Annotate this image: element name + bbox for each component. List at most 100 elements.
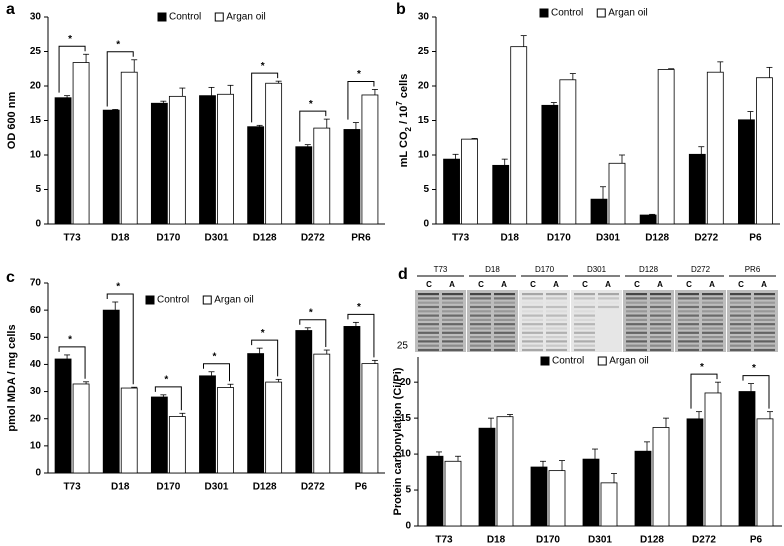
blot-band: [470, 348, 491, 352]
bar: [559, 79, 577, 225]
significance-bracket: [299, 319, 327, 348]
blot-band: [546, 348, 567, 352]
significance-star: *: [261, 328, 265, 339]
blot-band: [470, 327, 491, 330]
significance-bracket: [690, 373, 718, 409]
bar: [706, 71, 724, 225]
significance-bracket: [203, 363, 230, 382]
legend-swatch: [214, 12, 224, 22]
significance-bracket: [106, 51, 134, 107]
blot-band: [678, 310, 699, 313]
blot-band: [650, 318, 671, 321]
blot-band: [574, 293, 595, 296]
bar: [54, 97, 72, 225]
blot-band: [442, 314, 463, 317]
blot-lane-label: D170: [535, 265, 555, 274]
panel-label: c: [6, 269, 15, 286]
blot-band: [730, 314, 751, 317]
blot-band: [626, 340, 647, 343]
blot-lane-letter: A: [449, 280, 455, 289]
bar: [150, 102, 168, 225]
blot-band: [494, 305, 515, 309]
y-axis-title: Protein carbonylation (Ci/Pi): [392, 367, 404, 515]
blot-band: [418, 314, 439, 317]
blot-band: [678, 293, 699, 296]
blot-band: [650, 293, 671, 296]
bar: [102, 309, 120, 474]
blot-band: [650, 327, 671, 330]
y-axis-title-part: mL CO: [398, 131, 410, 167]
bar: [313, 127, 331, 225]
significance-star: *: [116, 39, 120, 50]
bar: [461, 138, 478, 225]
blot-band: [730, 344, 751, 347]
blot-lane-letter: A: [709, 280, 715, 289]
blot-band: [546, 331, 567, 334]
blot-band: [730, 331, 751, 334]
bar: [756, 418, 774, 527]
blot-band: [702, 327, 723, 330]
blot-band: [418, 293, 439, 296]
blot-band: [730, 310, 751, 313]
blot-band: [494, 336, 515, 339]
blot-band: [678, 323, 699, 326]
blot-band: [494, 331, 515, 334]
y-tick-label: 5: [35, 184, 41, 195]
blot-band: [442, 336, 463, 339]
bar: [496, 416, 514, 527]
blot-band: [546, 344, 567, 347]
y-axis-title-part: 2: [404, 126, 413, 131]
x-tick-label: P6: [355, 482, 368, 493]
bar: [548, 470, 566, 527]
bar: [600, 482, 618, 527]
legend-label: Argan oil: [226, 12, 265, 23]
blot-band: [754, 340, 775, 343]
bar: [343, 326, 361, 474]
blot-band: [418, 305, 439, 309]
blot-band: [418, 310, 439, 313]
bar: [510, 46, 528, 225]
blot-band: [702, 305, 723, 309]
bar: [639, 214, 657, 225]
legend-swatch: [157, 12, 167, 22]
blot-band: [574, 348, 595, 352]
blot-band: [626, 318, 647, 321]
x-tick-label: D301: [205, 233, 229, 244]
blot-band: [754, 310, 775, 313]
significance-bracket: [251, 72, 279, 123]
blot-band: [574, 314, 595, 317]
blot-band: [494, 340, 515, 343]
blot-band: [442, 318, 463, 321]
blot-band: [754, 297, 775, 300]
bar: [590, 198, 608, 225]
blot-band: [650, 344, 671, 347]
legend-swatch: [597, 356, 607, 366]
blot-band: [650, 305, 671, 309]
y-axis-title: pmol MDA / mg cells: [6, 324, 18, 431]
bar: [295, 146, 313, 225]
bar: [168, 95, 186, 225]
blot-band: [626, 293, 647, 296]
blot-band: [730, 327, 751, 330]
blot-band: [522, 305, 543, 309]
blot-band: [650, 348, 671, 352]
significance-bracket: [742, 375, 770, 409]
bar: [120, 71, 138, 225]
y-tick-label: 0: [35, 468, 41, 479]
blot-lane-letter: C: [634, 280, 640, 289]
blot-lane-letter: A: [501, 280, 507, 289]
legend-label: Argan oil: [608, 8, 647, 19]
blot-band: [442, 305, 463, 309]
blot-band: [574, 297, 595, 300]
blot-band: [494, 348, 515, 352]
bar: [688, 153, 706, 225]
blot-band: [418, 336, 439, 339]
blot-band: [546, 323, 567, 326]
bar: [199, 375, 216, 474]
blot-band: [730, 340, 751, 343]
blot-band: [730, 305, 751, 309]
legend-label: Control: [551, 8, 583, 19]
blot-band: [522, 323, 543, 326]
blot-band: [678, 318, 699, 321]
